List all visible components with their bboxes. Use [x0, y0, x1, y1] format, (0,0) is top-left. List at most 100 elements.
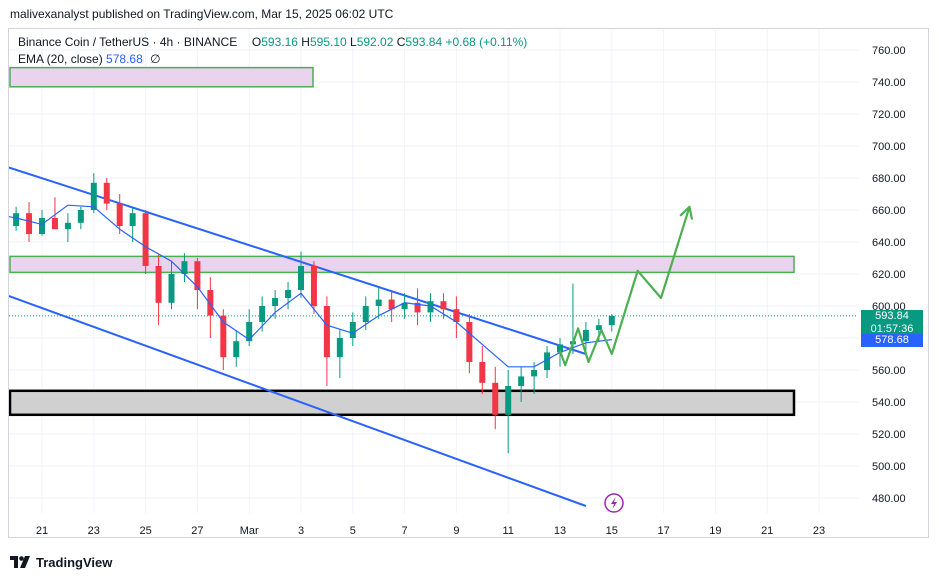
y-tick-label: 560.00 — [872, 365, 906, 377]
candle — [194, 261, 201, 290]
candle — [168, 274, 175, 303]
candle — [582, 330, 589, 342]
high-value: 595.10 — [309, 35, 347, 49]
y-tick-label: 500.00 — [872, 461, 906, 473]
candle — [505, 386, 512, 415]
plot-area — [0, 66, 858, 507]
x-tick-label: 15 — [606, 525, 618, 537]
symbol-title[interactable]: Binance Coin / TetherUS · 4h · BINANCE — [18, 35, 238, 49]
candle — [155, 266, 162, 303]
resistance-zone-top — [9, 66, 314, 88]
candle — [181, 261, 188, 274]
candle — [479, 362, 486, 383]
candle — [323, 306, 330, 358]
candle — [557, 344, 563, 353]
candle — [336, 338, 343, 358]
candle — [595, 325, 602, 330]
publish-info: malivexanalyst published on TradingView.… — [10, 7, 393, 21]
candle — [608, 315, 615, 326]
close-value: 593.84 — [405, 35, 443, 49]
ema-label[interactable]: EMA (20, close) — [18, 52, 103, 66]
y-tick-label: 660.00 — [872, 205, 906, 217]
projection-path — [558, 206, 691, 367]
y-tick-label: 740.00 — [872, 77, 906, 89]
candle — [103, 182, 110, 204]
candle — [531, 370, 538, 377]
change-value: +0.68 (+0.11%) — [445, 35, 528, 49]
x-tick-label: 25 — [139, 525, 151, 537]
candle — [129, 213, 136, 226]
candle — [544, 352, 551, 370]
x-tick-label: 21 — [36, 525, 48, 537]
ema-legend: EMA (20, close) 578.68 ∅ — [18, 52, 161, 66]
candle — [272, 298, 279, 306]
low-value: 592.02 — [356, 35, 394, 49]
y-tick-label: 720.00 — [872, 109, 906, 121]
candle — [388, 299, 395, 310]
candle — [298, 266, 304, 290]
open-label: O — [251, 35, 262, 49]
y-tick-label: 540.00 — [872, 397, 906, 409]
channel-line-upper — [9, 166, 587, 355]
y-tick-label: 700.00 — [872, 141, 906, 153]
x-tick-label: 21 — [761, 525, 773, 537]
channel-line-lower — [9, 294, 587, 507]
y-tick-label: 480.00 — [872, 493, 906, 505]
close-label: C — [396, 35, 406, 49]
x-tick-label: 5 — [350, 525, 356, 537]
candle — [310, 266, 317, 306]
x-tick-label: 23 — [813, 525, 825, 537]
candle — [440, 301, 447, 310]
low-label: L — [350, 35, 357, 49]
author-name[interactable]: malivexanalyst — [10, 7, 89, 21]
candle — [51, 218, 58, 230]
open-value: 593.16 — [261, 35, 298, 49]
x-tick-label: 11 — [502, 525, 513, 537]
x-tick-label: 3 — [298, 525, 304, 537]
candle — [233, 341, 240, 358]
candle — [116, 203, 123, 226]
tradingview-logo-icon — [10, 556, 30, 568]
x-tick-label: 27 — [191, 525, 203, 537]
candle — [207, 290, 214, 316]
y-tick-label: 640.00 — [872, 237, 906, 249]
last-price-tag: 593.84 01:57:36 — [861, 309, 923, 336]
candle — [64, 222, 71, 230]
candle — [453, 309, 460, 322]
tradingview-brand: TradingView — [36, 554, 113, 570]
candle — [142, 213, 149, 266]
candle — [427, 301, 434, 313]
support-zone — [9, 389, 796, 417]
candle — [246, 322, 253, 342]
ema-value: 578.68 — [106, 52, 143, 66]
visibility-icon[interactable]: ∅ — [150, 52, 161, 66]
candle — [0, 220, 6, 226]
ema-price-tag: 578.68 — [861, 334, 923, 348]
candle — [492, 382, 499, 415]
high-label: H — [301, 35, 310, 49]
symbol-legend: Binance Coin / TetherUS · 4h · BINANCE O… — [18, 35, 527, 49]
candle — [90, 182, 97, 210]
flash-bolt-icon — [611, 497, 617, 509]
x-tick-label: Mar — [240, 525, 259, 537]
x-tick-label: 7 — [402, 525, 408, 537]
chart-frame — [8, 28, 929, 538]
candle — [13, 213, 20, 226]
tradingview-footer[interactable]: TradingView — [10, 554, 112, 570]
candle — [362, 306, 369, 322]
bar-countdown: 01:57:36 — [870, 322, 914, 335]
y-tick-label: 760.00 — [872, 45, 906, 57]
candle — [466, 322, 473, 362]
candle — [285, 290, 292, 298]
published-text: published on TradingView.com, Mar 15, 20… — [92, 7, 394, 21]
candle — [375, 299, 382, 306]
candle — [259, 306, 266, 322]
candle — [518, 376, 525, 386]
ema-line — [9, 204, 612, 368]
x-tick-label: 17 — [657, 525, 669, 537]
candle — [414, 302, 421, 313]
x-tick-label: 23 — [88, 525, 100, 537]
candle — [220, 315, 227, 358]
ema-price-value: 578.68 — [875, 334, 909, 347]
